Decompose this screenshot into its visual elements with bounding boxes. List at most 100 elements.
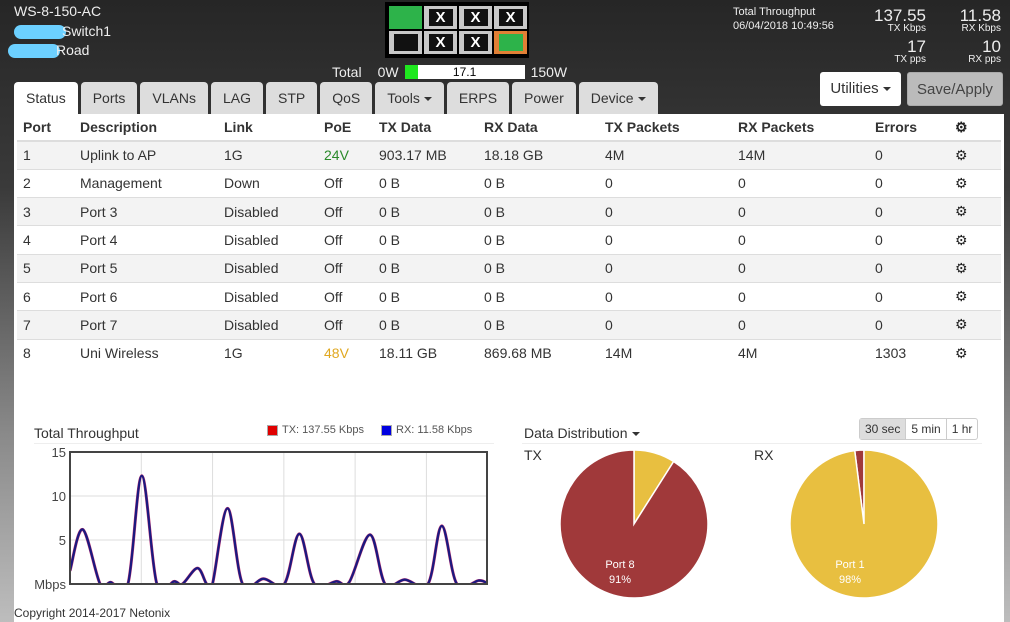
port-disabled-icon: X bbox=[498, 9, 523, 26]
tab-qos[interactable]: QoS bbox=[320, 82, 373, 114]
cell-rx-data: 0 B bbox=[478, 281, 599, 311]
cell-rx-packets: 0 bbox=[732, 197, 869, 226]
data-distribution-label: Data Distribution bbox=[524, 425, 628, 441]
settings-gear-icon[interactable]: ⚙ bbox=[955, 118, 968, 135]
utilities-button[interactable]: Utilities bbox=[820, 72, 901, 106]
tab-vlans[interactable]: VLANs bbox=[140, 82, 208, 114]
port-settings-gear-icon[interactable]: ⚙ bbox=[955, 344, 968, 361]
port-indicator-1[interactable] bbox=[389, 6, 422, 29]
column-header[interactable]: Errors bbox=[869, 114, 949, 142]
pie-slice-label: Port 8 bbox=[605, 559, 634, 571]
cell-settings: ⚙ bbox=[949, 338, 1001, 368]
column-header[interactable]: Description bbox=[74, 114, 218, 142]
tab-erps[interactable]: ERPS bbox=[446, 82, 510, 114]
utilities-label: Utilities bbox=[830, 80, 879, 97]
range-1-hr[interactable]: 1 hr bbox=[945, 419, 978, 439]
pie-slice-percent: 91% bbox=[609, 574, 631, 586]
port-indicator-2[interactable]: X bbox=[424, 6, 457, 29]
port-settings-gear-icon[interactable]: ⚙ bbox=[955, 288, 968, 305]
port-indicator-5[interactable] bbox=[389, 31, 422, 54]
port-settings-gear-icon[interactable]: ⚙ bbox=[955, 259, 968, 276]
port-disabled-icon: X bbox=[428, 34, 453, 51]
tab-power[interactable]: Power bbox=[512, 82, 576, 114]
range-30-sec[interactable]: 30 sec bbox=[860, 419, 906, 439]
divider bbox=[522, 443, 982, 444]
tab-lag[interactable]: LAG bbox=[210, 82, 263, 114]
legend-rx-label: RX: 11.58 Kbps bbox=[396, 424, 473, 436]
pie-slice-port-8[interactable] bbox=[559, 449, 709, 599]
tx-pie-title: TX bbox=[524, 447, 542, 463]
legend-tx-label: TX: 137.55 Kbps bbox=[282, 424, 364, 436]
cell-tx-packets: 4M bbox=[599, 140, 732, 170]
port-indicator-4[interactable]: X bbox=[494, 6, 527, 29]
tab-stp[interactable]: STP bbox=[265, 82, 318, 114]
column-header[interactable]: RX Packets bbox=[732, 114, 869, 142]
range-5-min[interactable]: 5 min bbox=[905, 419, 945, 439]
cell-port: 8 bbox=[17, 338, 74, 368]
cell-port: 7 bbox=[17, 310, 74, 340]
port-settings-gear-icon[interactable]: ⚙ bbox=[955, 231, 968, 248]
power-bar-fill bbox=[404, 65, 419, 79]
rx-pie-title: RX bbox=[754, 447, 774, 463]
tab-label: STP bbox=[277, 90, 306, 106]
tab-tools[interactable]: Tools bbox=[375, 82, 444, 114]
rx-pie-chart: Port 1 98% bbox=[789, 449, 939, 599]
pie-slice-port-1[interactable] bbox=[789, 449, 939, 599]
power-bar: 17.1 bbox=[404, 65, 525, 79]
cell-port: 4 bbox=[17, 225, 74, 255]
table-row[interactable]: 1 Uplink to AP 1G 24V 903.17 MB 18.18 GB 4M 14M… bbox=[17, 140, 1001, 170]
port-settings-gear-icon[interactable]: ⚙ bbox=[955, 316, 968, 333]
throughput-line-chart: 5 10 15 Mbps bbox=[34, 445, 488, 592]
rx-pps-unit: RX pps bbox=[968, 54, 1001, 65]
port-disabled-icon: X bbox=[428, 9, 453, 26]
port-settings-gear-icon[interactable]: ⚙ bbox=[955, 146, 968, 163]
throughput-title: Total Throughput bbox=[733, 6, 816, 18]
column-header[interactable]: TX Packets bbox=[599, 114, 732, 142]
column-header[interactable]: TX Data bbox=[373, 114, 478, 142]
port-indicator-8[interactable] bbox=[494, 31, 527, 54]
tab-ports[interactable]: Ports bbox=[80, 82, 138, 114]
status-panel: Port Description Link PoE TX Data RX Data TX P… bbox=[14, 114, 1004, 622]
cell-poe: Off bbox=[318, 225, 373, 255]
port-settings-gear-icon[interactable]: ⚙ bbox=[955, 203, 968, 220]
cell-tx-packets: 0 bbox=[599, 225, 732, 255]
data-distribution-dropdown[interactable]: Data Distribution bbox=[524, 425, 640, 441]
table-row[interactable]: 8 Uni Wireless 1G 48V 18.11 GB 869.68 MB 14M 4M… bbox=[17, 338, 1001, 368]
throughput-chart-title: Total Throughput bbox=[34, 425, 139, 441]
column-header[interactable]: PoE bbox=[318, 114, 373, 142]
cell-errors: 0 bbox=[869, 310, 949, 340]
column-header[interactable]: Link bbox=[218, 114, 318, 142]
column-header[interactable]: RX Data bbox=[478, 114, 599, 142]
legend-rx: RX: 11.58 Kbps bbox=[381, 424, 472, 436]
tab-device[interactable]: Device bbox=[578, 82, 658, 114]
tx-kbps: 137.55 TX Kbps bbox=[874, 7, 926, 34]
port-indicator-6[interactable]: X bbox=[424, 31, 457, 54]
port-indicator-7[interactable]: X bbox=[459, 31, 492, 54]
cell-description: Uni Wireless bbox=[74, 338, 218, 368]
port-settings-gear-icon[interactable]: ⚙ bbox=[955, 174, 968, 191]
rx-kbps: 11.58 RX Kbps bbox=[960, 7, 1001, 34]
cell-tx-packets: 0 bbox=[599, 281, 732, 311]
save-apply-button[interactable]: Save/Apply bbox=[907, 72, 1003, 106]
tab-status[interactable]: Status bbox=[14, 82, 78, 115]
tx-kbps-unit: TX Kbps bbox=[887, 23, 926, 34]
tab-label: QoS bbox=[332, 90, 361, 106]
cell-errors: 0 bbox=[869, 281, 949, 311]
cell-rx-packets: 0 bbox=[732, 310, 869, 340]
series-line-tx bbox=[70, 474, 487, 584]
cell-description: Uplink to AP bbox=[74, 140, 218, 170]
cell-description: Port 5 bbox=[74, 253, 218, 283]
port-indicator-3[interactable]: X bbox=[459, 6, 492, 29]
device-model: WS-8-150-AC bbox=[14, 3, 102, 19]
cell-link: Disabled bbox=[218, 310, 318, 340]
cell-tx-data: 0 B bbox=[373, 281, 478, 311]
column-header[interactable]: Port bbox=[17, 114, 74, 142]
rx-pps: 10 RX pps bbox=[968, 38, 1001, 65]
port-disabled-icon: X bbox=[463, 34, 488, 51]
